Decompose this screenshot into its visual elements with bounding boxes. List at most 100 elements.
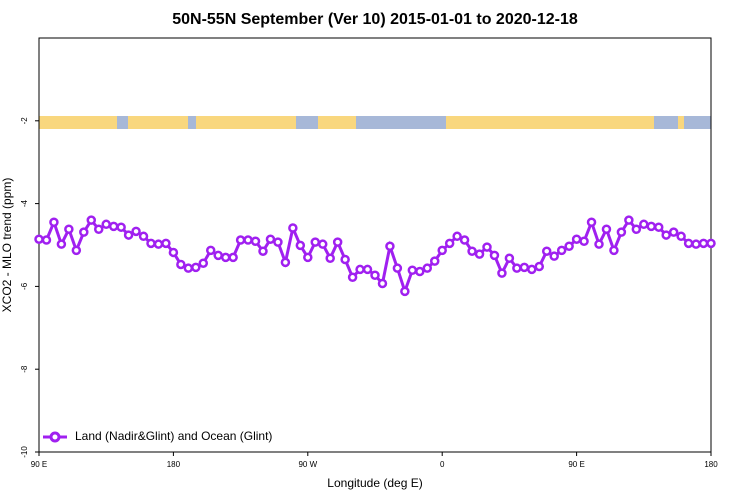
data-point — [93, 224, 104, 235]
data-point — [415, 266, 425, 277]
data-point — [310, 237, 321, 247]
data-point — [489, 250, 500, 261]
data-point — [273, 237, 283, 247]
data-point — [123, 230, 134, 240]
x-tick-label: 180 — [167, 460, 181, 469]
data-point — [146, 238, 156, 249]
data-point — [198, 258, 209, 268]
data-point — [429, 256, 440, 266]
legend-marker — [49, 431, 61, 443]
x-tick-label: 90 W — [298, 460, 317, 469]
data-point — [317, 239, 328, 249]
x-tick-label: 180 — [704, 460, 718, 469]
data-point — [497, 268, 507, 278]
x-tick-label: 90 E — [568, 460, 584, 469]
data-point — [183, 263, 194, 273]
data-point — [556, 245, 567, 256]
data-point — [437, 245, 447, 256]
data-point — [265, 234, 276, 244]
data-point — [586, 217, 597, 227]
data-point — [191, 262, 201, 273]
y-tick-label: -10 — [20, 446, 29, 458]
data-point — [176, 259, 186, 270]
data-point — [34, 234, 44, 244]
data-point — [258, 246, 268, 256]
data-point — [161, 238, 171, 249]
data-point — [512, 263, 522, 273]
data-point — [288, 223, 298, 233]
data-point — [691, 239, 701, 249]
data-point — [564, 241, 574, 251]
data-point — [571, 234, 582, 244]
data-point — [706, 238, 716, 249]
data-point — [108, 221, 119, 232]
data-point — [646, 221, 657, 232]
data-point — [661, 230, 671, 240]
data-point — [467, 246, 477, 256]
data-point — [325, 253, 335, 263]
data-point — [527, 264, 537, 275]
data-point — [355, 264, 365, 275]
y-tick-label: -8 — [20, 365, 29, 373]
data-point — [168, 247, 179, 258]
data-point — [220, 252, 231, 263]
data-point — [668, 227, 679, 237]
x-tick-label: 90 E — [31, 460, 47, 469]
y-axis-label: XCO2 - MLO trend (ppm) — [0, 178, 14, 313]
data-point — [609, 245, 619, 256]
data-point — [482, 242, 492, 252]
data-point — [534, 261, 545, 272]
data-point — [303, 252, 313, 263]
plot-frame — [38, 37, 712, 453]
data-point — [370, 270, 380, 280]
land-ocean-mask — [39, 116, 711, 129]
data-point — [228, 252, 238, 263]
y-tick-label: -2 — [20, 117, 29, 125]
data-point — [377, 278, 388, 289]
data-point — [594, 239, 604, 249]
data-point — [444, 238, 455, 249]
data-point — [385, 241, 395, 251]
data-point — [631, 224, 642, 235]
data-point — [362, 264, 373, 275]
data-point — [131, 226, 141, 237]
data-point — [243, 235, 253, 245]
legend: Land (Nadir&Glint) and Ocean (Glint) — [43, 429, 272, 443]
y-tick-label: -6 — [20, 282, 29, 290]
data-point — [698, 238, 709, 249]
chart-title: 50N-55N September (Ver 10) 2015-01-01 to… — [172, 11, 578, 28]
data-point — [64, 224, 74, 235]
data-point — [71, 245, 82, 256]
data-point — [549, 251, 559, 261]
data-point — [235, 235, 246, 245]
data-point — [459, 235, 470, 245]
data-point — [86, 215, 97, 225]
data-point — [213, 250, 223, 261]
data-point — [601, 224, 612, 235]
data-point — [400, 286, 410, 297]
data-point — [56, 239, 67, 249]
data-point — [541, 246, 552, 256]
data-point — [504, 253, 515, 263]
data-point — [683, 238, 694, 249]
data-point — [452, 231, 462, 242]
data-point — [116, 222, 126, 232]
data-point — [474, 249, 485, 259]
y-tick-label: -4 — [20, 199, 29, 207]
x-axis-label: Longitude (deg E) — [327, 476, 422, 490]
data-point — [205, 245, 216, 256]
data-point — [407, 265, 418, 276]
data-point — [519, 262, 530, 273]
data-point — [422, 263, 433, 273]
data-point — [250, 236, 261, 247]
data-point — [153, 239, 164, 249]
data-point — [340, 254, 350, 265]
data-point — [280, 257, 291, 268]
data-point — [332, 237, 343, 247]
data-point — [653, 222, 664, 232]
legend-label: Land (Nadir&Glint) and Ocean (Glint) — [75, 429, 272, 443]
data-point — [624, 215, 634, 225]
data-point — [101, 219, 111, 230]
